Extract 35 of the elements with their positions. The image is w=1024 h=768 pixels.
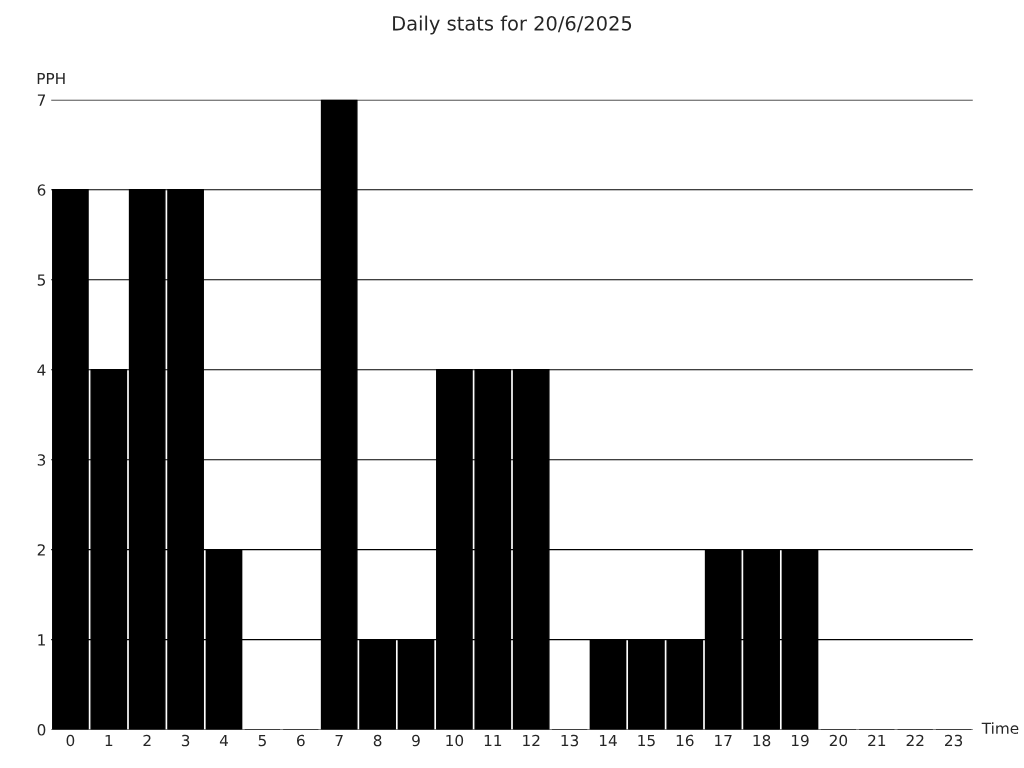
y-tick-label: 3 [37,454,46,466]
y-tick-label: 0 [37,724,46,736]
x-tick-label: 9 [412,734,420,747]
x-tick-label: 22 [906,734,924,747]
x-tick-label: 8 [373,734,382,747]
x-tick-label: 18 [753,734,771,747]
x-axis-title: Time [981,722,1019,735]
x-tick-label: 4 [219,734,228,747]
x-tick-label: 2 [143,734,151,747]
y-tick-label: 7 [37,94,46,106]
x-tick-label: 13 [561,734,579,747]
x-tick-label: 17 [715,734,732,747]
x-tick-label: 21 [868,734,886,747]
x-tick-label: 19 [791,734,809,747]
x-tick-label: 6 [297,734,305,747]
x-tick-label: 1 [105,734,113,747]
x-tick-label: 5 [258,734,266,747]
x-tick-label: 14 [599,734,617,747]
y-tick-label: 4 [37,364,46,376]
y-tick-label: 1 [38,634,45,646]
x-tick-label: 15 [638,734,655,747]
x-tick-label: 16 [676,734,694,747]
x-tick-label: 23 [945,734,963,747]
x-tick-label: 12 [523,734,540,747]
x-tick-label: 11 [484,734,502,747]
y-tick-label: 5 [37,274,45,286]
x-tick-label: 10 [446,734,464,747]
y-axis-title: PPH [37,72,65,85]
x-tick-label: 0 [66,734,75,747]
y-tick-label: 2 [37,544,45,556]
chart-title: Daily stats for 20/6/2025 [393,15,632,35]
x-tick-label: 7 [335,734,343,747]
x-tick-label: 3 [181,734,190,747]
y-tick-label: 6 [37,184,46,196]
x-tick-label: 20 [829,734,848,747]
